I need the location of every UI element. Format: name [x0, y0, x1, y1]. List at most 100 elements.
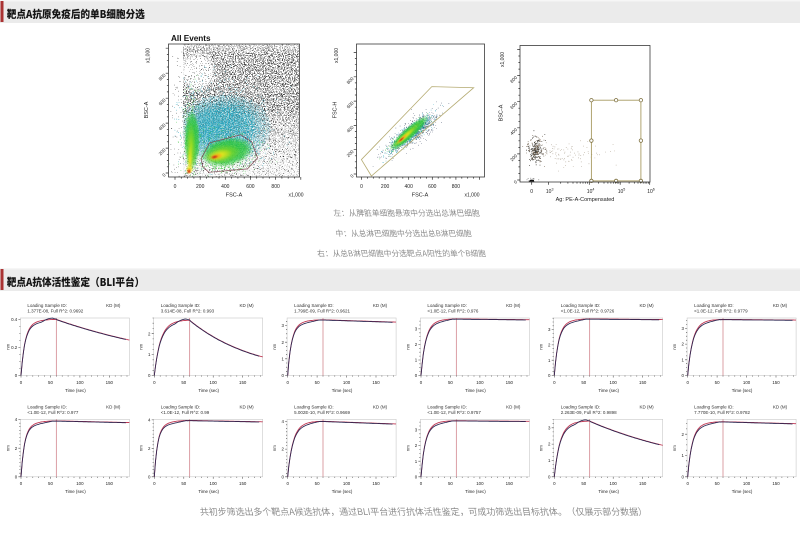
svg-text:Time (sec): Time (sec)	[332, 489, 353, 494]
svg-text:5.002E-10, Full R^2: 0.9669: 5.002E-10, Full R^2: 0.9669	[294, 410, 350, 415]
svg-text:0: 0	[286, 481, 289, 486]
svg-text:Time (sec): Time (sec)	[598, 388, 619, 393]
svg-text:3: 3	[548, 327, 551, 332]
svg-text:<1.0E-12, Full R^2: 0.977: <1.0E-12, Full R^2: 0.977	[27, 410, 79, 415]
svg-text:KD (M): KD (M)	[639, 404, 654, 409]
svg-text:0: 0	[420, 380, 423, 385]
svg-text:200: 200	[509, 153, 518, 162]
svg-text:800: 800	[509, 75, 518, 84]
svg-text:150: 150	[506, 380, 514, 385]
svg-text:0: 0	[20, 380, 23, 385]
svg-text:50: 50	[715, 481, 720, 486]
svg-text:FSC-A: FSC-A	[412, 193, 429, 199]
svg-text:0: 0	[681, 474, 684, 479]
svg-text:2: 2	[681, 432, 684, 437]
svg-text:150: 150	[106, 380, 114, 385]
svg-text:50: 50	[315, 481, 320, 486]
svg-text:3: 3	[281, 323, 284, 328]
svg-text:Time (sec): Time (sec)	[598, 489, 619, 494]
svg-text:4: 4	[15, 417, 18, 422]
svg-text:Time (sec): Time (sec)	[465, 489, 486, 494]
svg-text:150: 150	[239, 481, 247, 486]
svg-text:0: 0	[415, 474, 418, 479]
svg-text:1: 1	[681, 357, 684, 362]
svg-text:KD (M): KD (M)	[239, 303, 254, 308]
svg-text:50: 50	[181, 481, 186, 486]
svg-text:<1.0E-12, Full R^2: 0.9779: <1.0E-12, Full R^2: 0.9779	[694, 309, 748, 314]
svg-text:KD (M): KD (M)	[373, 303, 388, 308]
svg-text:nm: nm	[539, 343, 544, 349]
svg-text:nm: nm	[5, 343, 10, 349]
svg-text:150: 150	[239, 380, 247, 385]
svg-text:7.770E-10, Full R^2: 0.9782: 7.770E-10, Full R^2: 0.9782	[694, 410, 750, 415]
svg-text:100: 100	[476, 380, 484, 385]
svg-text:0: 0	[548, 373, 551, 378]
svg-text:600: 600	[246, 184, 255, 190]
svg-text:0: 0	[530, 189, 533, 195]
svg-text:2: 2	[548, 343, 551, 348]
svg-text:0: 0	[553, 380, 556, 385]
svg-text:Loading Sample ID:: Loading Sample ID:	[161, 404, 201, 409]
svg-text:KD (M): KD (M)	[506, 303, 521, 308]
svg-text:BSC-A: BSC-A	[144, 101, 150, 118]
svg-text:KD (M): KD (M)	[106, 303, 121, 308]
svg-text:400: 400	[405, 184, 414, 190]
svg-text:10: 10	[647, 189, 653, 195]
svg-text:2: 2	[15, 446, 18, 451]
svg-text:200: 200	[346, 149, 355, 158]
svg-text:1: 1	[415, 459, 418, 464]
svg-text:Loading Sample ID:: Loading Sample ID:	[561, 404, 601, 409]
svg-text:1: 1	[148, 352, 151, 357]
svg-text:150: 150	[372, 380, 380, 385]
svg-text:100: 100	[743, 481, 751, 486]
svg-text:200: 200	[196, 184, 205, 190]
svg-text:1: 1	[548, 358, 551, 363]
svg-text:1: 1	[548, 458, 551, 463]
svg-text:2: 2	[281, 340, 284, 345]
svg-text:200: 200	[158, 147, 167, 156]
svg-text:Time (sec): Time (sec)	[732, 489, 753, 494]
svg-text:400: 400	[509, 127, 518, 136]
svg-text:3: 3	[548, 425, 551, 430]
svg-text:800: 800	[158, 72, 167, 81]
svg-text:nm: nm	[672, 445, 677, 451]
svg-text:All Events: All Events	[171, 34, 211, 43]
svg-text:x1,000: x1,000	[288, 193, 303, 199]
svg-text:Loading Sample ID:: Loading Sample ID:	[294, 404, 334, 409]
svg-text:100: 100	[210, 481, 218, 486]
svg-text:0: 0	[148, 373, 151, 378]
svg-text:Loading Sample ID:: Loading Sample ID:	[427, 404, 467, 409]
svg-text:1.377E-08, Full R^2: 0.9692: 1.377E-08, Full R^2: 0.9692	[27, 309, 83, 314]
svg-text:nm: nm	[405, 343, 410, 349]
svg-text:50: 50	[581, 380, 586, 385]
svg-text:3: 3	[415, 428, 418, 433]
svg-text:nm: nm	[139, 445, 144, 451]
svg-text:nm: nm	[539, 445, 544, 451]
svg-text:4: 4	[281, 419, 284, 424]
svg-text:0: 0	[681, 373, 684, 378]
svg-text:nm: nm	[139, 343, 144, 349]
svg-text:1: 1	[281, 356, 284, 361]
svg-text:KD (M): KD (M)	[773, 303, 788, 308]
svg-text:x1,000: x1,000	[334, 48, 340, 63]
svg-text:Time (sec): Time (sec)	[198, 489, 219, 494]
svg-text:1: 1	[415, 358, 418, 363]
svg-text:600: 600	[509, 101, 518, 110]
svg-text:Loading Sample ID:: Loading Sample ID:	[694, 404, 734, 409]
svg-text:0: 0	[153, 481, 156, 486]
svg-text:600: 600	[346, 100, 355, 109]
svg-text:800: 800	[271, 184, 280, 190]
svg-text:0: 0	[281, 373, 284, 378]
svg-text:400: 400	[221, 184, 230, 190]
svg-text:<1.0E-12, Full R^2: 0.99: <1.0E-12, Full R^2: 0.99	[161, 410, 210, 415]
svg-text:50: 50	[181, 380, 186, 385]
svg-text:FSC-A: FSC-A	[226, 193, 243, 199]
svg-text:0: 0	[281, 474, 284, 479]
svg-text:2: 2	[415, 443, 418, 448]
svg-text:<1.0E-12, Full R^2: 0.9757: <1.0E-12, Full R^2: 0.9757	[427, 410, 481, 415]
svg-text:KD (M): KD (M)	[506, 404, 521, 409]
svg-text:Loading Sample ID:: Loading Sample ID:	[27, 404, 67, 409]
svg-text:Time (sec): Time (sec)	[65, 489, 86, 494]
svg-text:150: 150	[639, 481, 647, 486]
svg-text:100: 100	[210, 380, 218, 385]
